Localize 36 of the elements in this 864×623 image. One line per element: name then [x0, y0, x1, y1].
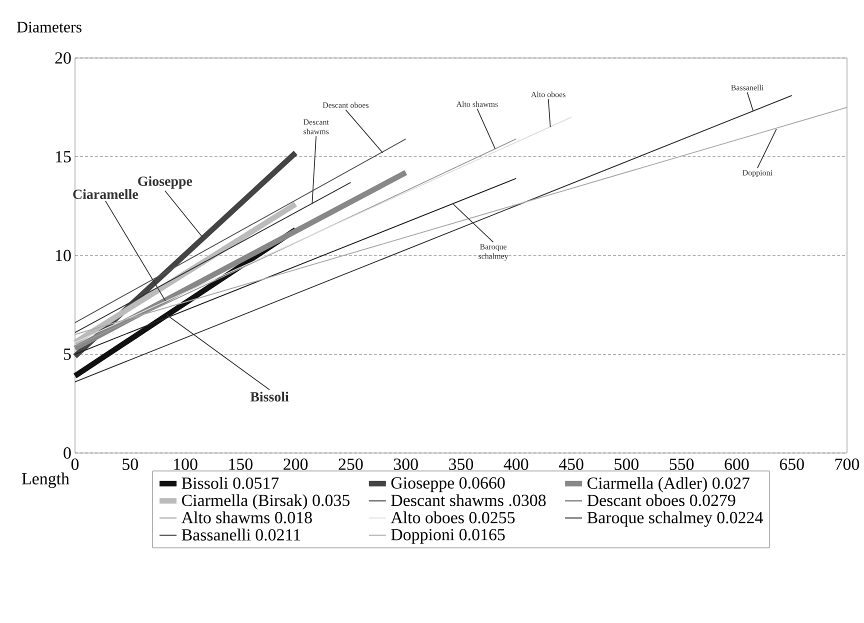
legend-label: Alto shawms 0.018	[181, 511, 312, 524]
x-tick-label: 150	[229, 458, 252, 470]
y-tick-label: 0	[64, 447, 71, 459]
x-tick-label: 400	[504, 458, 528, 470]
legend-label: Ciarmella (Adler) 0.027	[588, 476, 750, 492]
annotation: Ciaramelle	[73, 189, 138, 199]
x-tick-label: 600	[724, 458, 749, 470]
x-tick-label: 200	[284, 458, 308, 470]
legend-label: Alto oboes 0.0255	[390, 511, 515, 524]
x-tick-label: 500	[614, 458, 638, 470]
x-tick-label: 50	[122, 458, 138, 470]
legend-label: Bissoli 0.0517	[182, 476, 279, 489]
x-tick-label: 250	[338, 458, 363, 470]
x-tick-label: 450	[558, 458, 584, 470]
x-tick-label: 700	[835, 458, 860, 470]
x-tick-label: 350	[449, 458, 474, 470]
y-axis-title: Diameters	[16, 22, 82, 32]
legend-label: Gioseppe 0.0660	[391, 477, 505, 492]
x-axis-title: Length	[22, 472, 70, 488]
legend-label: Doppioni 0.0165	[391, 528, 505, 544]
legend-label: Baroque schalmey 0.0224	[587, 511, 763, 527]
legend-label: Bassanelli 0.0211	[182, 528, 300, 541]
x-tick-label: 300	[394, 458, 418, 470]
x-tick-label: 100	[174, 458, 198, 470]
annotation: Bissoli	[250, 392, 289, 402]
x-tick-label: 650	[780, 458, 804, 470]
y-tick-label: 20	[55, 52, 71, 64]
y-tick-label: 15	[56, 151, 71, 162]
legend-label: Descant oboes 0.0279	[587, 494, 736, 506]
annotation: Gioseppe	[138, 176, 192, 189]
legend-label: Descant shawms .0308	[391, 494, 546, 506]
x-tick-label: 0	[71, 458, 79, 470]
legend-label: Ciarmella (Birsak) 0.035	[182, 494, 350, 510]
x-tick-label: 550	[670, 458, 694, 470]
y-tick-label: 10	[56, 250, 71, 262]
y-tick-label: 5	[64, 348, 71, 360]
